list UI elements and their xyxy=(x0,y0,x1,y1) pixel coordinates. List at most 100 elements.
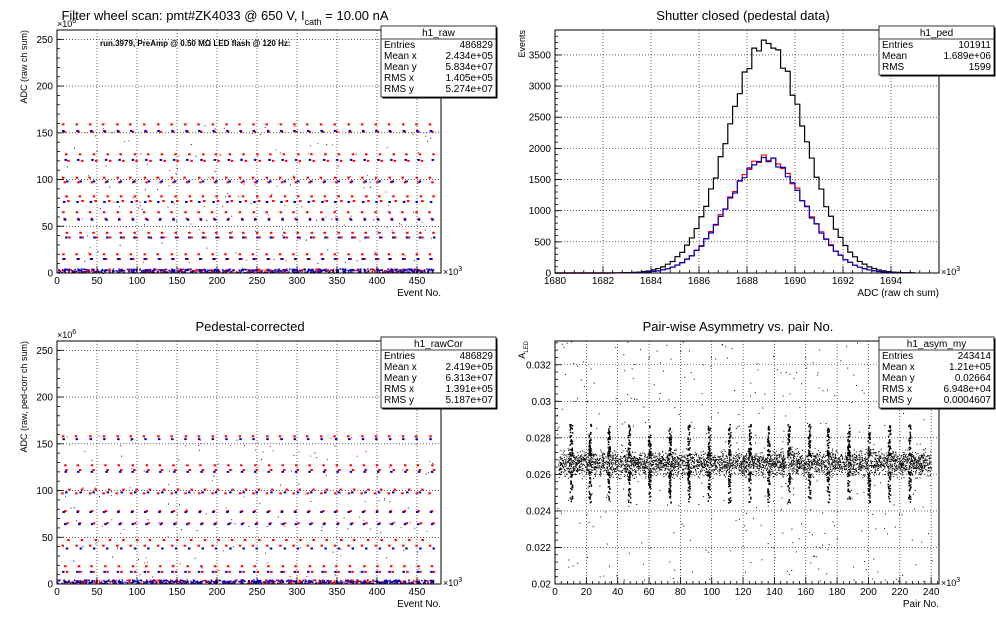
data-point-scatter xyxy=(289,576,291,578)
y-tick-label: 500 xyxy=(534,237,551,248)
data-point-red xyxy=(431,130,434,133)
data-point xyxy=(640,458,642,460)
data-point xyxy=(832,454,834,456)
data-point-blue xyxy=(361,570,364,573)
data-point xyxy=(612,471,614,473)
data-point-red xyxy=(333,123,337,126)
data-point xyxy=(251,581,253,584)
data-point-blue xyxy=(118,158,121,161)
data-point-red xyxy=(162,200,165,203)
data-point xyxy=(790,465,792,467)
data-point-red xyxy=(229,231,232,234)
data-point-red xyxy=(160,195,163,198)
data-point xyxy=(431,270,434,273)
data-point-scatter xyxy=(321,526,323,528)
data-point-red xyxy=(256,231,259,234)
data-point xyxy=(229,271,232,273)
data-point-red xyxy=(269,231,273,234)
data-point xyxy=(324,269,327,272)
data-point-red xyxy=(81,200,84,203)
data-point xyxy=(301,582,303,584)
data-point xyxy=(637,463,639,465)
data-point-red xyxy=(183,176,186,179)
data-point xyxy=(225,269,227,271)
data-point xyxy=(248,581,251,583)
histogram-series xyxy=(555,154,915,274)
data-point-scatter xyxy=(414,527,416,529)
data-point xyxy=(328,580,331,582)
data-point xyxy=(918,465,920,467)
data-point-blue xyxy=(405,236,409,239)
data-point xyxy=(866,462,868,464)
data-point xyxy=(847,470,849,472)
data-point xyxy=(290,579,292,582)
data-point-scatter xyxy=(361,580,363,582)
x-exponent-power: 3 xyxy=(458,266,462,273)
data-point xyxy=(57,271,60,274)
data-point-blue xyxy=(104,523,107,526)
data-point xyxy=(229,268,231,270)
data-point xyxy=(113,579,116,582)
data-point xyxy=(721,464,723,466)
data-point xyxy=(659,470,661,472)
data-point-blue xyxy=(131,523,135,526)
data-point-blue xyxy=(417,470,421,473)
data-point xyxy=(913,464,915,466)
data-point xyxy=(841,455,843,457)
data-point-scatter xyxy=(178,504,180,506)
data-point xyxy=(212,270,214,272)
data-point xyxy=(581,459,583,461)
data-point xyxy=(582,456,584,458)
data-point xyxy=(814,461,816,463)
data-point xyxy=(152,579,155,581)
data-point xyxy=(82,270,85,273)
data-point-blue xyxy=(187,180,191,183)
data-point xyxy=(868,471,870,473)
y-exponent-power: 6 xyxy=(72,18,76,25)
data-point xyxy=(907,470,909,472)
data-point xyxy=(583,460,585,462)
data-point-blue xyxy=(157,257,161,260)
data-point xyxy=(838,463,840,465)
data-point-blue xyxy=(172,581,176,584)
data-point-red xyxy=(339,159,343,162)
data-point xyxy=(356,580,358,583)
data-point-red xyxy=(174,195,177,198)
data-point-red xyxy=(268,510,271,513)
data-point-red xyxy=(340,236,343,239)
data-point xyxy=(87,269,90,271)
data-point-scatter xyxy=(112,556,114,558)
data-point xyxy=(651,463,653,465)
panel-asymmetry-scatter: 0 20 40 60 80 100 120 140 160 180 200 220 240 0.02 0.0… xyxy=(498,311,996,622)
data-point-blue xyxy=(213,158,217,161)
data-point-red xyxy=(387,253,391,256)
y-tick-label: 200 xyxy=(36,393,53,404)
data-point xyxy=(638,463,640,465)
data-point-blue xyxy=(201,491,204,494)
data-point-red xyxy=(283,468,286,471)
data-point-red xyxy=(364,231,367,234)
data-point-blue xyxy=(429,438,432,441)
data-point xyxy=(583,476,585,478)
data-point-blue xyxy=(239,511,243,514)
data-point xyxy=(307,268,310,270)
data-point xyxy=(301,270,304,272)
data-point-blue xyxy=(377,158,380,161)
data-point xyxy=(562,466,564,468)
data-point-red xyxy=(415,123,418,126)
data-point-red xyxy=(389,565,393,568)
data-point xyxy=(667,462,669,464)
data-point xyxy=(656,468,658,470)
data-point-red xyxy=(76,464,80,467)
data-point xyxy=(428,268,430,271)
data-point-red xyxy=(170,435,173,438)
data-point-red xyxy=(172,510,176,513)
data-point xyxy=(727,464,729,466)
data-point-red xyxy=(210,211,214,214)
data-point-red xyxy=(362,181,366,184)
y-tick-label: 1000 xyxy=(529,206,552,217)
data-point-blue xyxy=(281,158,284,161)
data-point xyxy=(249,269,251,271)
data-point xyxy=(564,464,566,466)
data-point-red xyxy=(406,570,409,573)
